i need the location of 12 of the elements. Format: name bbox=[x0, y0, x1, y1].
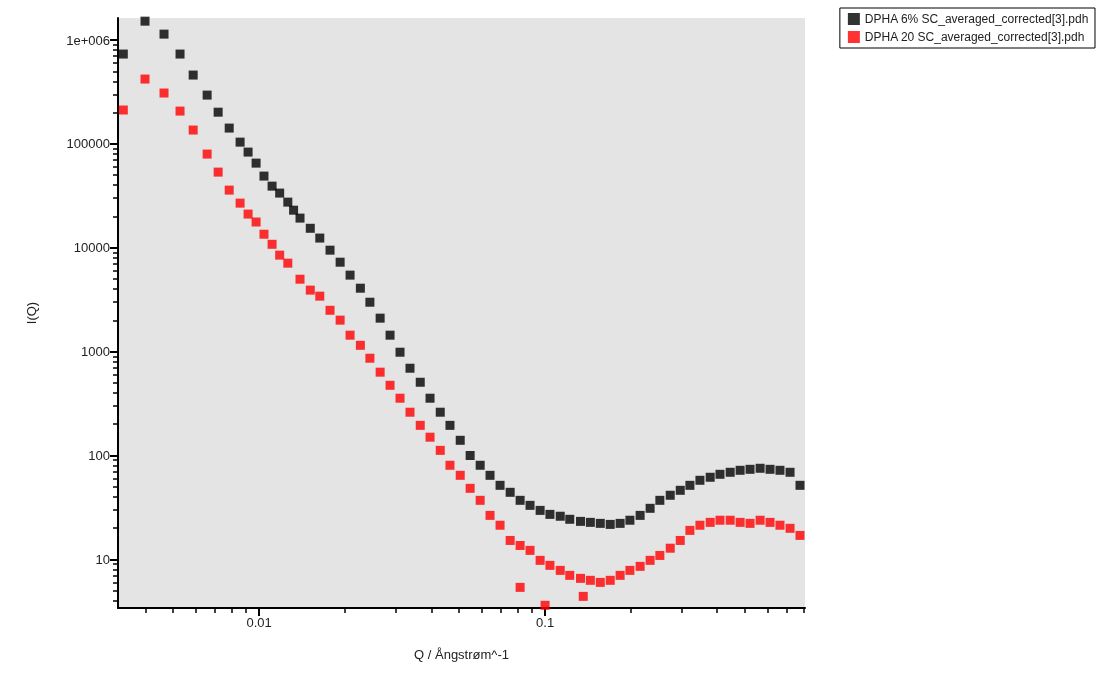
x-axis-title: Q / Ångstrøm^-1 bbox=[414, 647, 509, 662]
legend-label: DPHA 20 SC_averaged_corrected[3].pdh bbox=[864, 30, 1085, 44]
x-tick-label: 0.01 bbox=[246, 615, 272, 630]
x-tick-label: 0.1 bbox=[536, 615, 555, 630]
y-tick-label: 10 bbox=[95, 551, 110, 567]
y-axis-title: I(Q) bbox=[24, 301, 39, 325]
y-tick-label: 1000 bbox=[81, 344, 110, 360]
y-tick-label: 1e+006 bbox=[66, 32, 110, 48]
y-tick-label: 100 bbox=[88, 447, 110, 463]
legend-label: DPHA 6% SC_averaged_corrected[3].pdh bbox=[864, 12, 1089, 26]
y-tick-label: 10000 bbox=[73, 240, 110, 256]
y-tick-label: 100000 bbox=[66, 136, 110, 152]
